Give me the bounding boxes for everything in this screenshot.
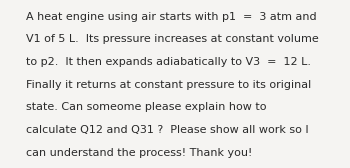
Text: to p2.  It then expands adiabatically to V3  =  12 L.: to p2. It then expands adiabatically to … <box>26 57 311 67</box>
Text: state. Can someome please explain how to: state. Can someome please explain how to <box>26 102 267 113</box>
Text: can understand the process! Thank you!: can understand the process! Thank you! <box>26 148 253 158</box>
Text: A heat engine using air starts with p1  =  3 atm and: A heat engine using air starts with p1 =… <box>26 12 317 22</box>
Text: calculate Q12 and Q31 ?  Please show all work so I: calculate Q12 and Q31 ? Please show all … <box>26 125 309 135</box>
Text: Finally it returns at constant pressure to its original: Finally it returns at constant pressure … <box>26 80 312 90</box>
Text: V1 of 5 L.  Its pressure increases at constant volume: V1 of 5 L. Its pressure increases at con… <box>26 34 319 45</box>
